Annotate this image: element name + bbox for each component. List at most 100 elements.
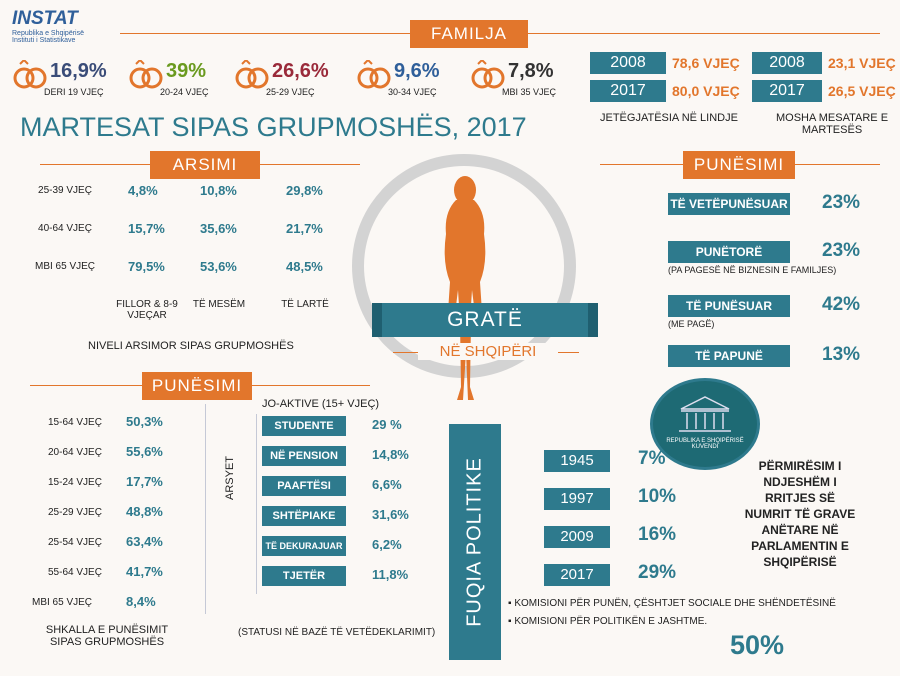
fuqia-title: FUQIA POLITIKE <box>463 457 486 627</box>
education-column: FILLOR & 8-9 VJEÇAR <box>116 299 178 321</box>
education-age: MBI 65 VJEÇ <box>34 261 96 272</box>
year-box: 2017 <box>752 80 822 102</box>
instat-line2: Instituti i Statistikave <box>12 37 76 44</box>
rate-value: 8,4% <box>126 594 156 609</box>
marriage-pct: 9,6% <box>394 60 440 82</box>
instat-line1: Republika e Shqipërisë <box>12 30 84 37</box>
marriage-stat: 16,9% DERI 19 VJEÇ <box>12 58 124 106</box>
inactive-reasons: STUDENTE 29 % NË PENSION 14,8% PAAFTËSI 6,6% S… <box>262 416 442 596</box>
year-value: 23,1 VJEÇ <box>828 55 896 71</box>
section-divider <box>205 404 206 614</box>
rate-value: 55,6% <box>126 444 163 459</box>
marriage-age: 30-34 VJEÇ <box>388 87 437 97</box>
inactive-value: 11,8% <box>372 567 409 582</box>
inactive-value: 6,2% <box>372 537 402 552</box>
instat-logo: INSTAT Republika e Shqipërisë Instituti … <box>12 8 112 52</box>
marriage-pct: 7,8% <box>508 60 554 82</box>
education-value: 29,8% <box>286 183 323 198</box>
marriage-age-block: 2008 23,1 VJEÇ 2017 26,5 VJEÇ MOSHA MESATAR… <box>752 52 897 144</box>
marriage-pct: 26,6% <box>272 60 329 82</box>
emblem-text: REPUBLIKA E SHQIPËRISË KUVENDI <box>666 438 744 450</box>
inactive-label: PAAFTËSI <box>262 476 346 496</box>
rate-age: 55-64 VJEÇ <box>48 567 102 578</box>
year-box: 2017 <box>590 80 666 102</box>
inactive-title: JO-AKTIVE (15+ VJEÇ) <box>262 398 380 410</box>
inactive-value: 29 % <box>372 417 402 432</box>
inactive-value: 31,6% <box>372 507 409 522</box>
parliament-year: 1945 <box>544 450 610 472</box>
employment-rates: 15-64 VJEÇ 50,3% 20-64 VJEÇ 55,6% 15-24 VJEÇ… <box>20 414 200 614</box>
education-value: 15,7% <box>128 221 165 236</box>
parliament-year: 2009 <box>544 526 610 548</box>
year-box: 2008 <box>752 52 822 74</box>
employment-note: (ME PAGË) <box>668 319 715 329</box>
committee-item: ▪ KOMISIONI PËR POLITIKËN E JASHTME. <box>508 616 708 627</box>
wedding-rings-icon <box>13 60 47 89</box>
committees-list: ▪ KOMISIONI PËR PUNËN, ÇËSHTJET SOCIALE … <box>508 598 898 638</box>
marriage-stat: 39% 20-24 VJEÇ <box>128 58 240 106</box>
inactive-label: TJETËR <box>262 566 346 586</box>
marriage-age-label: MOSHA MESATARE E MARTESËS <box>775 112 889 136</box>
employment-value: 42% <box>822 294 861 315</box>
marriage-pct: 39% <box>166 60 207 82</box>
committee-item: ▪ KOMISIONI PËR PUNËN, ÇËSHTJET SOCIALE … <box>508 598 836 609</box>
rate-age: 20-64 VJEÇ <box>48 447 102 458</box>
parliament-share: 29% <box>638 562 677 583</box>
life-expectancy-block: 2008 78,6 VJEÇ 2017 80,0 VJEÇ JETËGJATËSIA … <box>590 52 750 132</box>
education-caption: NIVELI ARSIMOR SIPAS GRUPMOSHËS <box>88 340 294 352</box>
marriage-pct: 16,9% <box>50 60 107 82</box>
rate-value: 63,4% <box>126 534 163 549</box>
rate-age: 15-24 VJEÇ <box>48 477 102 488</box>
wedding-rings-icon <box>471 60 505 89</box>
education-value: 10,8% <box>200 183 237 198</box>
employment-value: 13% <box>822 344 861 365</box>
education-value: 79,5% <box>128 259 165 274</box>
employment-label: TË VETËPUNËSUAR <box>668 193 790 215</box>
life-expectancy-label: JETËGJATËSIA NË LINDJE <box>600 112 738 124</box>
education-value: 21,7% <box>286 221 323 236</box>
employment-label: PUNËTORË <box>668 241 790 263</box>
parliament-emblem: REPUBLIKA E SHQIPËRISË KUVENDI <box>650 378 760 470</box>
inactive-label: TË DEKURAJUAR <box>262 536 346 556</box>
education-age: 25-39 VJEÇ <box>38 185 92 196</box>
education-table: 25-39 VJEÇ 4,8% 10,8% 29,8% 40-64 VJEÇ 15,7% 3… <box>20 183 350 323</box>
rate-age: 15-64 VJEÇ <box>48 417 102 428</box>
parliament-building-icon <box>679 396 731 432</box>
marriage-stat: 9,6% 30-34 VJEÇ <box>356 58 468 106</box>
parliament-years: 1945 7% 1997 10% 2009 16% 2017 29% <box>544 448 704 590</box>
wedding-rings-icon <box>129 60 163 89</box>
inactive-value: 14,8% <box>372 447 409 462</box>
education-value: 4,8% <box>128 183 158 198</box>
employment-right: TË VETËPUNËSUAR 23% PUNËTORË 23% (PA PAGESË … <box>668 192 898 373</box>
instat-brand: INSTAT <box>12 8 78 29</box>
employment-note: (PA PAGESË NË BIZNESIN E FAMILJES) <box>668 265 837 275</box>
committee-value: 50% <box>730 630 785 660</box>
year-value: 26,5 VJEÇ <box>828 83 896 99</box>
year-value: 78,6 VJEÇ <box>672 55 740 71</box>
employment-label: TË PAPUNË <box>668 345 790 367</box>
arsimi-banner: ARSIMI <box>150 151 260 179</box>
employment-value: 23% <box>822 240 861 261</box>
inactive-label: STUDENTE <box>262 416 346 436</box>
inactive-caption: (STATUSI NË BAZË TË VETËDEKLARIMIT) <box>238 627 436 638</box>
parliament-year: 1997 <box>544 488 610 510</box>
wedding-rings-icon <box>357 60 391 89</box>
punesimi-left-banner: PUNËSIMI <box>142 372 252 400</box>
marriage-age: 20-24 VJEÇ <box>160 87 209 97</box>
parliament-share: 16% <box>638 524 677 545</box>
education-value: 53,6% <box>200 259 237 274</box>
parliament-share: 10% <box>638 486 677 507</box>
year-value: 80,0 VJEÇ <box>672 83 740 99</box>
fuqia-title-box: FUQIA POLITIKE <box>449 424 501 660</box>
marriages-heading: MARTESAT SIPAS GRUPMOSHËS, 2017 <box>20 112 527 142</box>
employment-label: TË PUNËSUAR <box>668 295 790 317</box>
rate-age: 25-29 VJEÇ <box>48 507 102 518</box>
education-value: 48,5% <box>286 259 323 274</box>
marriage-age: DERI 19 VJEÇ <box>44 87 104 97</box>
inactive-label: SHTËPIAKE <box>262 506 346 526</box>
rate-value: 17,7% <box>126 474 163 489</box>
center-title: GRATË <box>372 303 598 337</box>
marriage-stats: 16,9% DERI 19 VJEÇ 39% 20-24 VJEÇ 26,6% 25-29… <box>12 58 582 108</box>
education-value: 35,6% <box>200 221 237 236</box>
rate-value: 41,7% <box>126 564 163 579</box>
